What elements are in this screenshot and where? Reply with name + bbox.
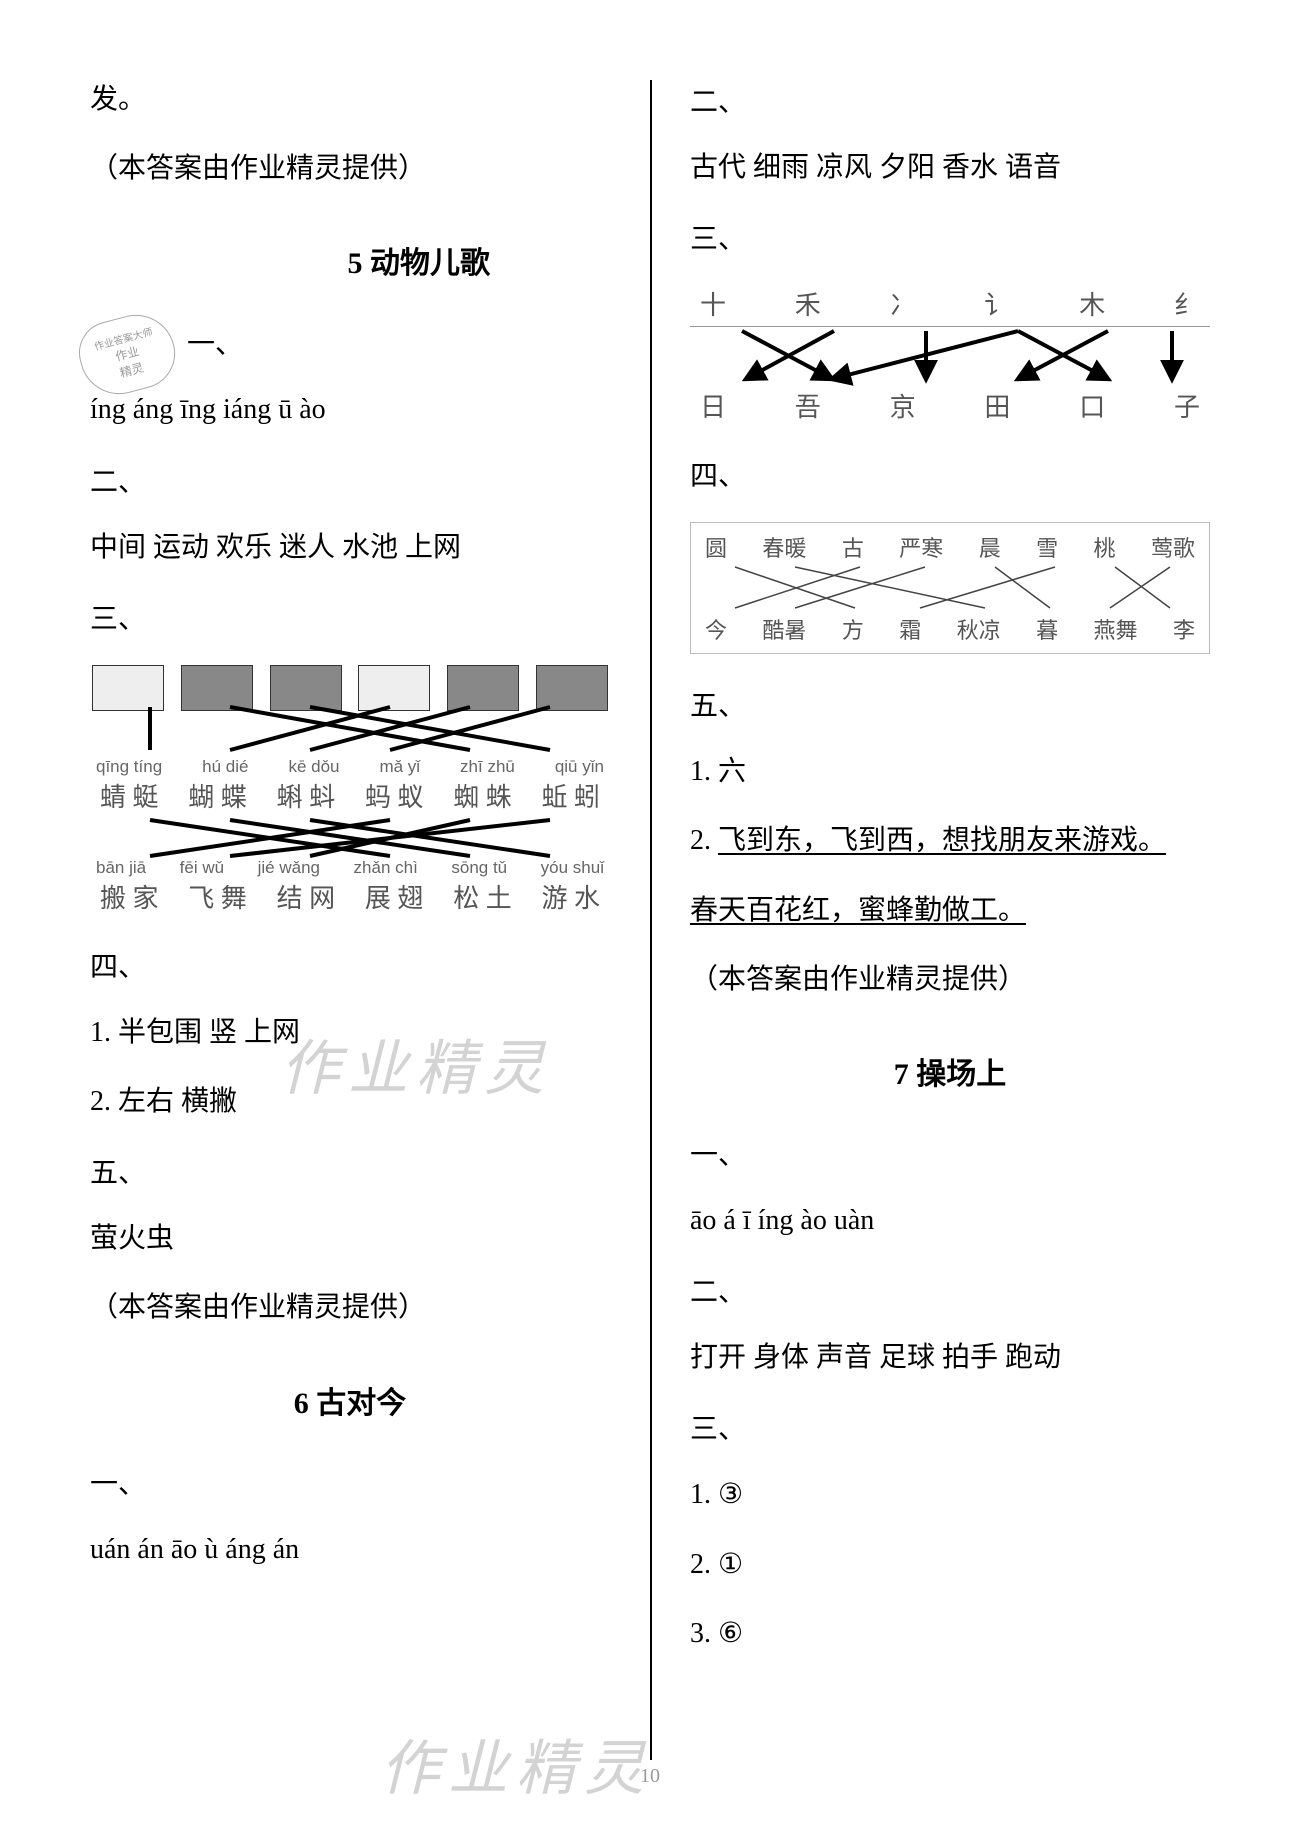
- l7-s3-3: 3. ⑥: [690, 1614, 1210, 1653]
- hanzi: 口: [1079, 387, 1105, 424]
- hanzi: 蝴 蝶: [188, 777, 247, 814]
- pinyin: qiū yǐn: [555, 757, 604, 777]
- hanzi: 蜘 蛛: [453, 777, 512, 814]
- word: 桃: [1094, 531, 1116, 563]
- radical: 冫: [890, 285, 916, 322]
- l6-s3-diagram: 十 禾 冫 讠 木 纟: [690, 285, 1210, 424]
- radical: 木: [1079, 285, 1105, 322]
- l6-s3-label: 三、: [690, 217, 1210, 257]
- hanzi: 结 网: [277, 878, 336, 915]
- pinyin: yóu shuǐ: [541, 858, 604, 878]
- preamble-text: 发。: [90, 80, 610, 119]
- hanzi: 京: [890, 387, 916, 424]
- pinyin: bān jiā: [96, 858, 146, 878]
- lesson5-title: 5 动物儿歌: [90, 238, 610, 282]
- pinyin: zhǎn chì: [354, 858, 418, 878]
- l5-s4-2: 2. 左右 横撇: [90, 1082, 610, 1121]
- hanzi: 展 翅: [365, 878, 424, 915]
- radical: 禾: [795, 285, 821, 322]
- l5-s2-label: 二、: [90, 460, 610, 500]
- radical: 纟: [1174, 285, 1200, 322]
- pinyin: mǎ yǐ: [379, 757, 420, 777]
- two-column-layout: 发。 （本答案由作业精灵提供） 5 动物儿歌 作业答案大师 作业 精灵 一、 í…: [90, 80, 1210, 1760]
- pinyin: zhī zhū: [460, 757, 515, 777]
- pinyin: qīng tíng: [96, 757, 162, 777]
- word: 古: [842, 531, 864, 563]
- left-column: 发。 （本答案由作业精灵提供） 5 动物儿歌 作业答案大师 作业 精灵 一、 í…: [90, 80, 650, 1760]
- radical: 讠: [984, 285, 1010, 322]
- right-column: 二、 古代 细雨 凉风 夕阳 香水 语音 三、 十 禾 冫 讠 木 纟: [650, 80, 1210, 1760]
- l6-s1-text: uán án āo ù áng án: [90, 1530, 610, 1569]
- word: 圆: [705, 531, 727, 563]
- l7-s2-text: 打开 身体 声音 足球 拍手 跑动: [690, 1338, 1210, 1377]
- word: 燕舞: [1094, 613, 1138, 645]
- word: 方: [842, 613, 864, 645]
- pinyin: fēi wǔ: [180, 858, 224, 878]
- word: 莺歌: [1151, 531, 1195, 563]
- l7-s1-label: 一、: [690, 1133, 1210, 1173]
- lesson7-title: 7 操场上: [690, 1049, 1210, 1093]
- hanzi: 搬 家: [100, 878, 159, 915]
- word: 晨: [979, 531, 1001, 563]
- word: 雪: [1036, 531, 1058, 563]
- l5-s4-label: 四、: [90, 945, 610, 985]
- l7-s3-2: 2. ①: [690, 1545, 1210, 1584]
- l5-s2-text: 中间 运动 欢乐 迷人 水池 上网: [90, 528, 610, 567]
- l6-s2-label: 二、: [690, 80, 1210, 120]
- l6-s4-label: 四、: [690, 454, 1210, 494]
- hanzi: 松 土: [453, 878, 512, 915]
- hanzi: 吾: [795, 387, 821, 424]
- word: 严寒: [899, 531, 943, 563]
- l5-s3-diagram: qīng tíng hú dié kē dǒu mǎ yǐ zhī zhū qi…: [90, 665, 610, 915]
- word: 今: [705, 613, 727, 645]
- l5-s5-text: 萤火虫: [90, 1219, 610, 1258]
- l6-s4-diagram: 圆 春暖 古 严寒 晨 雪 桃 莺歌: [690, 522, 1210, 654]
- l6-s5-label: 五、: [690, 684, 1210, 724]
- pinyin: jié wǎng: [258, 858, 320, 878]
- hanzi: 子: [1174, 387, 1200, 424]
- pinyin: sōng tǔ: [451, 858, 507, 878]
- l7-s1-text: āo á ī íng ào uàn: [690, 1201, 1210, 1240]
- hanzi: 蚯 蚓: [541, 777, 600, 814]
- word: 暮: [1036, 613, 1058, 645]
- l5-s1-text: íng áng īng iáng ū ào: [90, 390, 610, 429]
- provided-by-text: （本答案由作业精灵提供）: [90, 1288, 610, 1327]
- word: 春暖: [762, 531, 806, 563]
- l7-s3-1: 1. ③: [690, 1475, 1210, 1514]
- l6-s5-1: 1. 六: [690, 752, 1210, 791]
- word: 李: [1173, 613, 1195, 645]
- word: 秋凉: [957, 613, 1001, 645]
- provided-by-text: （本答案由作业精灵提供）: [690, 960, 1210, 999]
- lesson6-title: 6 古对今: [90, 1378, 610, 1422]
- pinyin: kē dǒu: [288, 757, 339, 777]
- word: 酷暑: [762, 613, 806, 645]
- hanzi: 游 水: [541, 878, 600, 915]
- l5-s5-label: 五、: [90, 1151, 610, 1191]
- l5-s1-label: 作业答案大师 作业 精灵 一、: [90, 322, 610, 362]
- l6-s1-label: 一、: [90, 1462, 610, 1502]
- l6-s5-2c: 春天百花红，蜜蜂勤做工。: [690, 891, 1210, 930]
- hanzi: 飞 舞: [188, 878, 247, 915]
- hanzi: 日: [700, 387, 726, 424]
- word: 霜: [899, 613, 921, 645]
- hanzi: 蜻 蜓: [100, 777, 159, 814]
- radical: 十: [700, 285, 726, 322]
- page-number: 10: [640, 1765, 660, 1788]
- hanzi: 田: [984, 387, 1010, 424]
- hanzi: 蚂 蚁: [365, 777, 424, 814]
- l7-s2-label: 二、: [690, 1270, 1210, 1310]
- l5-s4-1: 1. 半包围 竖 上网: [90, 1013, 610, 1052]
- l7-s3-label: 三、: [690, 1407, 1210, 1447]
- hanzi: 蝌 蚪: [277, 777, 336, 814]
- pinyin: hú dié: [202, 757, 248, 777]
- provided-by-text: （本答案由作业精灵提供）: [90, 149, 610, 188]
- l6-s2-text: 古代 细雨 凉风 夕阳 香水 语音: [690, 148, 1210, 187]
- column-divider: [650, 80, 652, 1760]
- l5-s3-label: 三、: [90, 597, 610, 637]
- l6-s5-2: 2. 飞到东，飞到西，想找朋友来游戏。: [690, 821, 1210, 860]
